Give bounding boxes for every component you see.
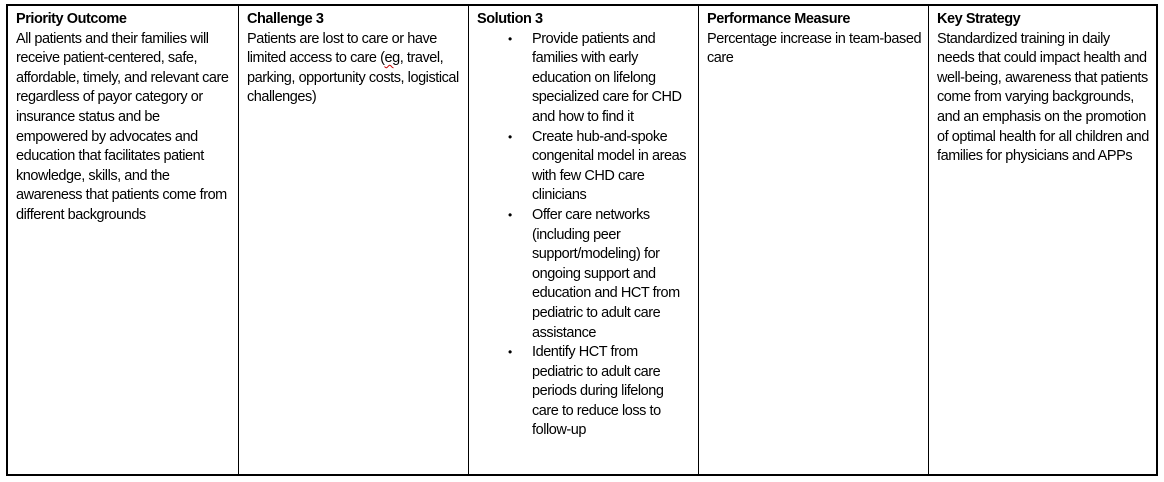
cell-key-strategy: Key Strategy Standardized training in da…: [928, 6, 1156, 474]
solution-bullet-item: • Provide patients and families with ear…: [477, 30, 692, 128]
challenge-3-text-post: , travel, parking, opportunity costs, lo…: [247, 50, 459, 106]
performance-measure-text: Percentage increase in team-based care: [707, 30, 922, 67]
solution-bullet-text: Identify HCT from pediatric to adult car…: [532, 344, 664, 439]
priority-outcome-text: All patients and their families will rec…: [16, 30, 229, 223]
key-strategy-heading: Key Strategy: [937, 11, 1021, 27]
cell-priority-outcome: Priority Outcome All patients and their …: [8, 6, 238, 474]
challenge-3-heading: Challenge 3: [247, 11, 324, 27]
solution-bullet-text: Offer care networks (including peer supp…: [532, 206, 680, 341]
spellcheck-flagged-word: eg: [384, 50, 400, 67]
challenge-3-text: Patients are lost to care or have limite…: [247, 30, 462, 108]
bullet-icon: •: [508, 345, 512, 360]
solution-3-bullet-list: • Provide patients and families with ear…: [477, 30, 692, 441]
cell-performance-measure: Performance Measure Percentage increase …: [698, 6, 928, 474]
challenge-3-text-pre: Patients are lost to care or have limite…: [247, 30, 437, 67]
solution-bullet-text: Create hub-and-spoke congenital model in…: [532, 128, 686, 204]
priority-outcome-heading: Priority Outcome: [16, 11, 127, 27]
cell-solution-3: Solution 3 • Provide patients and famili…: [468, 6, 698, 474]
cell-challenge-3: Challenge 3 Patients are lost to care or…: [238, 6, 468, 474]
bullet-icon: •: [508, 207, 512, 222]
bullet-icon: •: [508, 31, 512, 46]
solution-bullet-item: • Identify HCT from pediatric to adult c…: [477, 343, 692, 441]
solution-bullet-item: • Create hub-and-spoke congenital model …: [477, 128, 692, 206]
key-strategy-text: Standardized training in daily needs tha…: [937, 30, 1149, 165]
strategy-table: Priority Outcome All patients and their …: [6, 4, 1158, 476]
solution-3-heading: Solution 3: [477, 11, 543, 27]
solution-bullet-text: Provide patients and families with early…: [532, 30, 682, 125]
bullet-icon: •: [508, 129, 512, 144]
solution-bullet-item: • Offer care networks (including peer su…: [477, 206, 692, 343]
performance-measure-heading: Performance Measure: [707, 11, 850, 27]
